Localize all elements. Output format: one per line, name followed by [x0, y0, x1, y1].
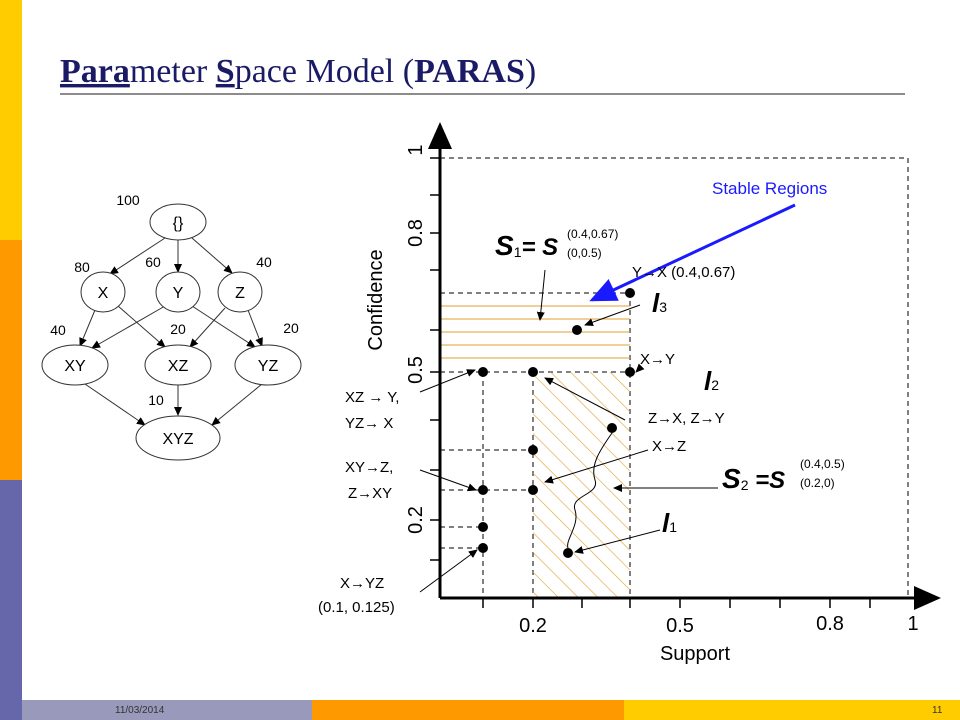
- y-tick-label: 1: [405, 144, 427, 155]
- node-label: Z: [235, 285, 245, 302]
- s1-eq: = S: [521, 234, 558, 261]
- s2-sup: (0.4,0.5): [800, 457, 845, 471]
- rule-label: Z→X, Z→Y: [648, 410, 725, 427]
- lattice-counts: 100 80 60 40 40 20 20 10: [50, 192, 299, 408]
- y-axis-title: Confidence: [365, 249, 387, 350]
- count: 40: [50, 322, 66, 338]
- footer-bar: [22, 700, 312, 720]
- rule-label: X→Y: [640, 351, 675, 368]
- y-tick-label: 0.2: [405, 506, 427, 534]
- rule-label: Z→XY: [348, 485, 392, 502]
- l-letter: l: [652, 288, 660, 318]
- title-part: Para: [60, 53, 130, 90]
- title-part: pace Model (: [235, 53, 414, 90]
- node-label: XZ: [168, 358, 189, 375]
- title-part: PARAS: [414, 53, 525, 90]
- count: 60: [145, 254, 161, 270]
- s2: S2 =S: [722, 463, 785, 494]
- s1-low: (0,0.5): [567, 246, 602, 260]
- ticks: [430, 157, 871, 608]
- s1-sub: 1: [514, 244, 522, 260]
- count: 20: [283, 320, 299, 336]
- rule-label: X→YZ: [340, 575, 384, 592]
- page-number: 11: [932, 705, 943, 716]
- y-tick-label: 0.8: [405, 219, 427, 247]
- l-sub: 3: [659, 299, 667, 315]
- title-part: S: [216, 53, 235, 90]
- side-bar: [0, 0, 22, 240]
- hatched-region: [533, 372, 630, 598]
- l2: l2: [704, 366, 719, 396]
- axis-labels: 0.2 0.5 0.8 1 1 0.8 0.5 0.2 Support Conf…: [365, 144, 919, 665]
- annotations: Stable Regions S1= S (0.4,0.67) (0,0.5) …: [318, 179, 845, 616]
- x-axis-title: Support: [660, 643, 730, 665]
- node-label: X: [98, 285, 109, 302]
- side-bar: [0, 240, 22, 480]
- count: 20: [170, 321, 186, 337]
- l-sub: 2: [711, 377, 719, 393]
- count: 10: [148, 392, 164, 408]
- x-tick-label: 0.8: [816, 613, 844, 635]
- x-tick-label: 0.2: [519, 615, 547, 637]
- x-tick-label: 0.5: [666, 615, 694, 637]
- s2-eq: =S: [748, 467, 785, 494]
- footer-bar: [624, 700, 960, 720]
- count: 80: [74, 259, 90, 275]
- footer-bar: [312, 700, 624, 720]
- annotation-arrows: [419, 269, 718, 593]
- rule-label: YZ→ X: [345, 415, 393, 432]
- s1-sup: (0.4,0.67): [567, 227, 618, 241]
- stable-label: Stable Regions: [712, 179, 827, 198]
- l-letter: l: [704, 366, 712, 396]
- l3: l3: [652, 288, 667, 318]
- stable-arrow: [589, 203, 796, 302]
- title-part: meter: [130, 53, 216, 90]
- title-part: ): [525, 53, 536, 90]
- node-label: {}: [173, 215, 184, 232]
- node-label: XY: [64, 358, 86, 375]
- s2-s: S: [722, 463, 741, 494]
- s1: S1= S: [495, 230, 558, 261]
- s2-low: (0.2,0): [800, 476, 835, 490]
- x-tick-label: 1: [907, 613, 918, 635]
- count: 40: [256, 254, 272, 270]
- title: Parameter Space Model (PARAS): [60, 53, 536, 90]
- rule-label: XY→Z,: [345, 459, 393, 476]
- l-sub: 1: [669, 519, 677, 535]
- l-letter: l: [662, 508, 670, 538]
- path-curve: [567, 432, 613, 549]
- count: 100: [116, 192, 140, 208]
- date: 11/03/2014: [115, 705, 165, 716]
- node-label: Y: [173, 285, 184, 302]
- node-label: YZ: [258, 358, 279, 375]
- side-bar: [0, 480, 22, 720]
- stable-region-lines: [440, 305, 630, 359]
- s1-s: S: [495, 230, 514, 261]
- axes: [428, 122, 941, 610]
- rule-label: (0.1, 0.125): [318, 599, 395, 616]
- l1: l1: [662, 508, 677, 538]
- s2-sub: 2: [741, 477, 749, 493]
- rule-label: X→Z: [652, 438, 686, 455]
- node-label: XYZ: [162, 431, 193, 448]
- lattice-labels: {} X Y Z XY XZ YZ XYZ: [64, 215, 278, 448]
- rule-label: XZ → Y,: [345, 389, 399, 406]
- y-tick-label: 0.5: [405, 356, 427, 384]
- points: [478, 288, 635, 558]
- lattice: [41, 203, 302, 461]
- rule-label: Y→X (0.4,0.67): [632, 264, 735, 281]
